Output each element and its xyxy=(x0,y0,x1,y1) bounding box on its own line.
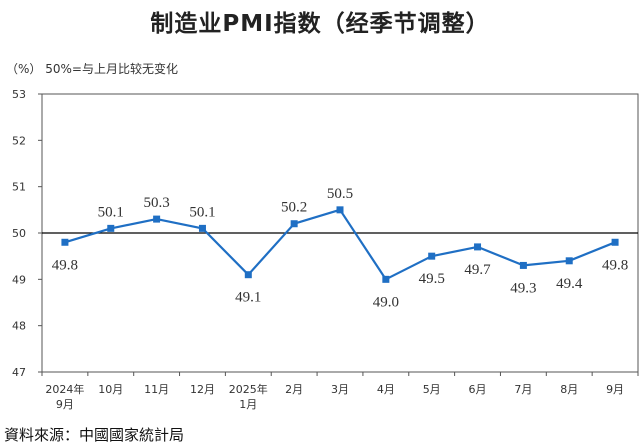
data-label: 49.0 xyxy=(373,294,399,310)
series-line-layer xyxy=(64,208,616,281)
x-tick-label: 2月 xyxy=(285,383,303,396)
y-tick-label: 52 xyxy=(12,134,26,147)
data-point xyxy=(474,243,482,251)
data-label: 50.1 xyxy=(98,204,124,220)
data-point xyxy=(611,238,619,246)
data-label: 49.1 xyxy=(235,290,261,306)
x-tick-label: 5月 xyxy=(423,383,441,396)
x-tick-label: 7月 xyxy=(514,383,532,396)
y-tick-label: 49 xyxy=(12,273,26,286)
x-tick-label: 10月 xyxy=(98,383,123,396)
data-point xyxy=(107,224,115,232)
x-tick-label: 2024年 xyxy=(45,382,84,396)
data-label: 50.5 xyxy=(327,186,353,202)
data-point xyxy=(61,238,69,246)
x-tick-label: 3月 xyxy=(331,383,349,396)
data-point xyxy=(382,275,390,283)
data-point xyxy=(565,257,573,265)
data-point xyxy=(519,261,527,269)
data-label: 49.7 xyxy=(464,262,491,278)
x-tick-label: 2025年 xyxy=(229,382,268,396)
data-points-layer xyxy=(61,206,619,283)
y-tick-label: 47 xyxy=(12,366,26,379)
y-tick-label: 50 xyxy=(12,227,26,240)
data-point xyxy=(153,215,161,223)
data-labels-layer: 49.8 50.1 50.3 50.1 49.1 50.2 50.5 49.0 49.5 49.7… xyxy=(52,186,628,311)
x-tick-label: 12月 xyxy=(190,383,215,396)
x-tick-label: 9月 xyxy=(606,383,624,396)
x-tick-label: 8月 xyxy=(560,383,578,396)
data-point xyxy=(290,220,298,228)
data-label: 49.8 xyxy=(52,257,78,273)
data-label: 50.2 xyxy=(281,200,307,216)
x-tick-label: 4月 xyxy=(377,383,395,396)
series-line xyxy=(64,208,616,281)
x-tick-label: 1月 xyxy=(239,398,257,411)
data-label: 49.3 xyxy=(510,280,536,296)
axes-layer: 47 48 49 50 51 52 53 2024年 9月 10月 11月 12月 2025年 1月 2月 3… xyxy=(12,88,639,411)
x-tick-label: 9月 xyxy=(56,398,74,411)
unit-note: （%） 50%=与上月比较无变化 xyxy=(6,62,178,76)
data-label: 50.3 xyxy=(143,195,169,211)
y-tick-label: 53 xyxy=(12,88,26,101)
data-label: 50.1 xyxy=(189,204,215,220)
y-tick-label: 51 xyxy=(12,181,26,194)
data-label: 49.5 xyxy=(419,271,445,287)
data-label: 49.4 xyxy=(556,276,583,292)
data-point xyxy=(336,206,344,214)
x-tick-label: 11月 xyxy=(144,383,169,396)
source-note: 資料來源：中國國家統計局 xyxy=(4,426,185,444)
y-tick-label: 48 xyxy=(12,320,26,333)
data-point xyxy=(428,252,436,260)
data-label: 49.8 xyxy=(602,257,628,273)
x-tick-label: 6月 xyxy=(469,383,487,396)
data-point xyxy=(198,224,206,232)
chart-title: 制造业PMI指数（经季节调整） xyxy=(150,11,490,37)
data-point xyxy=(244,271,252,279)
